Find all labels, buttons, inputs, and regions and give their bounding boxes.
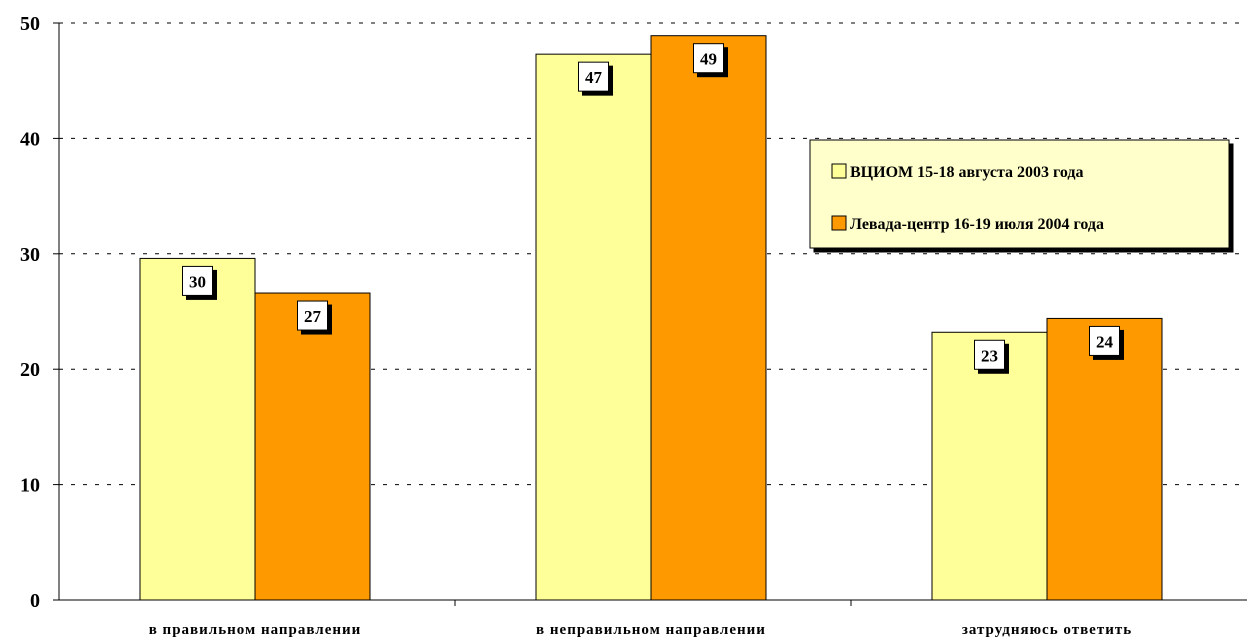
legend-label: Левада-центр 16-19 июля 2004 года	[850, 216, 1104, 233]
data-label: 24	[1096, 332, 1114, 351]
data-label-box	[297, 300, 328, 331]
bar	[650, 35, 767, 601]
data-label: 30	[189, 272, 206, 291]
y-tick-label: 30	[20, 244, 40, 266]
legend: ВЦИОМ 15-18 августа 2003 года Левада-цент…	[809, 139, 1230, 249]
legend-swatch	[831, 215, 847, 231]
data-label-box	[974, 339, 1005, 370]
y-tick-label: 0	[30, 590, 40, 612]
data-labels: 30 47 23 27 49 24	[182, 43, 1120, 370]
x-category-label: в правильном направлении	[149, 622, 362, 638]
bar	[535, 53, 652, 601]
bar	[1046, 317, 1163, 601]
bar	[254, 292, 371, 601]
y-tick-label: 40	[20, 128, 40, 150]
bar	[931, 331, 1048, 601]
data-label: 47	[585, 68, 603, 87]
data-label: 23	[981, 346, 998, 365]
y-tick-label: 10	[20, 475, 40, 497]
data-label: 27	[304, 307, 322, 326]
x-category-label: в неправильном направлении	[536, 622, 766, 638]
legend-swatch	[831, 163, 847, 179]
bars	[139, 35, 1163, 601]
x-category-label: затрудняюсь ответить	[962, 622, 1132, 638]
data-label-box	[693, 43, 724, 74]
legend-box	[809, 139, 1230, 249]
y-tick-label: 50	[20, 13, 40, 35]
data-label-box	[578, 61, 609, 92]
data-label-box	[182, 265, 213, 296]
y-axis: 0 10 20 30 40 50	[20, 13, 60, 612]
data-label: 49	[700, 50, 717, 69]
data-label-box	[1089, 325, 1120, 356]
x-axis: в правильном направлении в неправильном н…	[59, 599, 1247, 638]
bar	[139, 257, 256, 601]
y-tick-label: 20	[20, 359, 40, 381]
legend-label: ВЦИОМ 15-18 августа 2003 года	[850, 164, 1084, 181]
